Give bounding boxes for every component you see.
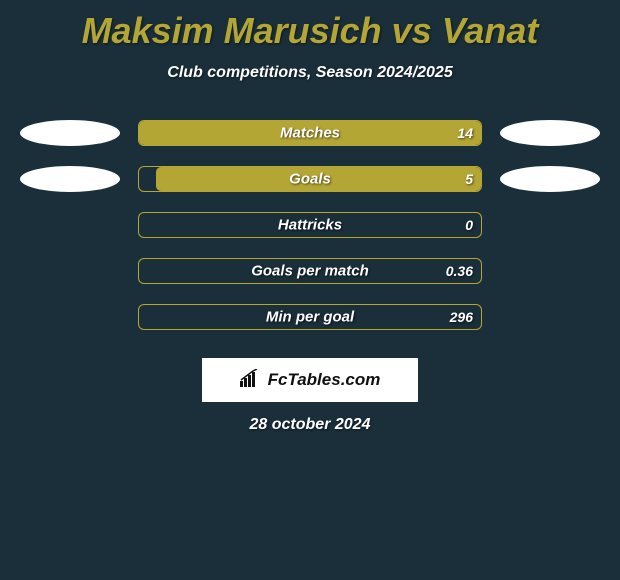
page-title: Maksim Marusich vs Vanat: [0, 0, 620, 52]
stat-row: Hattricks 0: [0, 202, 620, 248]
stat-bar-track: Hattricks 0: [138, 212, 482, 238]
stat-row: Matches 14: [0, 110, 620, 156]
player-left-oval: [20, 120, 120, 146]
stat-value-right: 0: [465, 217, 473, 233]
stat-row: Goals 5: [0, 156, 620, 202]
stat-value-right: 5: [465, 171, 473, 187]
player-right-oval: [500, 120, 600, 146]
brand-text: FcTables.com: [268, 370, 381, 390]
date-text: 28 october 2024: [0, 416, 620, 434]
stat-value-right: 0.36: [446, 263, 473, 279]
stat-label: Min per goal: [266, 309, 354, 326]
stat-row: Goals per match 0.36: [0, 248, 620, 294]
player-right-oval: [500, 166, 600, 192]
stat-label: Matches: [280, 125, 340, 142]
stat-label: Goals: [289, 171, 331, 188]
player-left-oval: [20, 166, 120, 192]
stat-label: Goals per match: [251, 263, 369, 280]
stat-value-right: 14: [457, 125, 473, 141]
stat-label: Hattricks: [278, 217, 342, 234]
page-subtitle: Club competitions, Season 2024/2025: [0, 64, 620, 82]
stat-row: Min per goal 296: [0, 294, 620, 340]
brand-box: FcTables.com: [202, 358, 418, 402]
stats-rows: Matches 14 Goals 5 Hattricks 0 Goals per match…: [0, 110, 620, 340]
stat-bar-track: Matches 14: [138, 120, 482, 146]
stat-bar-track: Goals per match 0.36: [138, 258, 482, 284]
stat-bar-track: Min per goal 296: [138, 304, 482, 330]
stat-value-right: 296: [450, 309, 473, 325]
brand-chart-icon: [240, 369, 262, 392]
stat-bar-track: Goals 5: [138, 166, 482, 192]
